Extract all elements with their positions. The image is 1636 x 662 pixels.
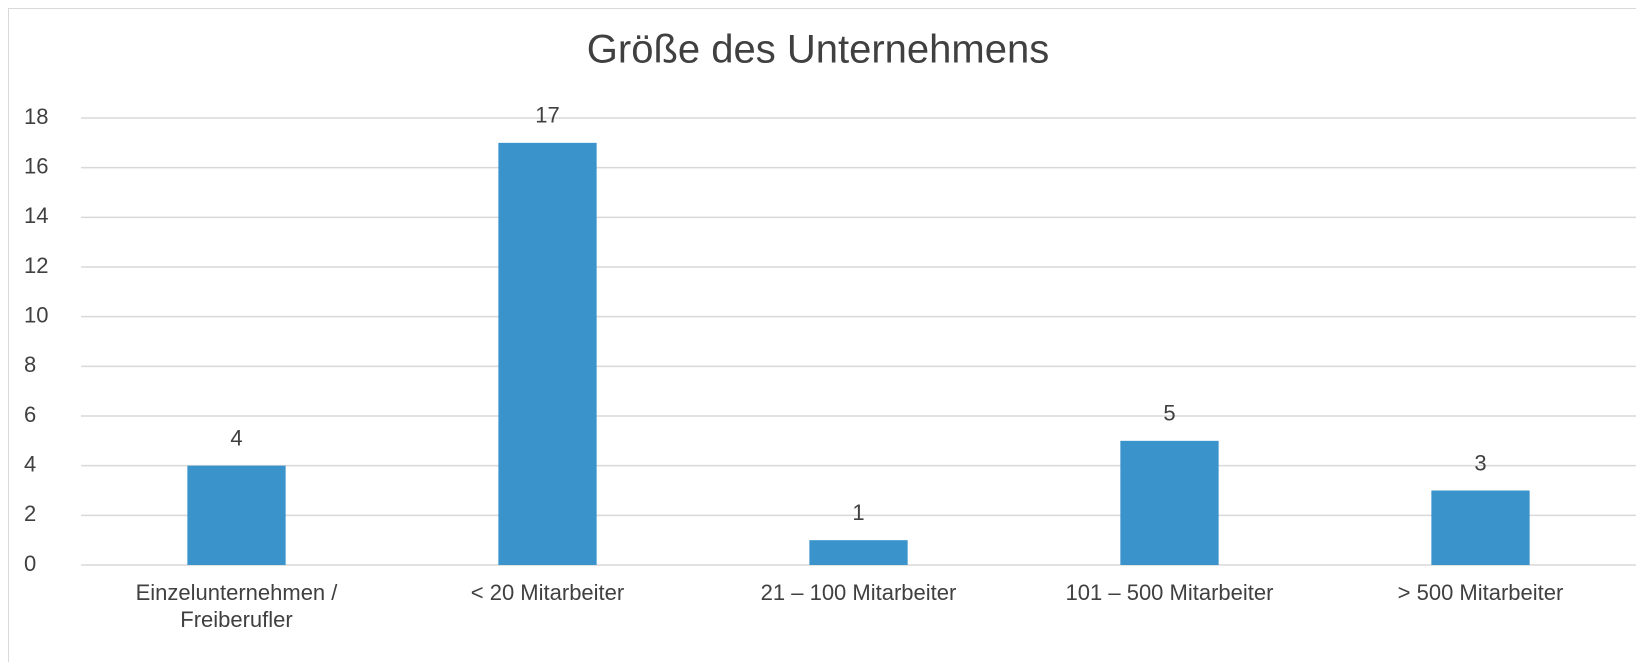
y-tick-label: 6: [24, 402, 36, 427]
chart-frame: [8, 8, 1636, 662]
y-tick-label: 16: [24, 153, 48, 178]
bar: [1431, 490, 1530, 565]
data-label: 5: [1163, 401, 1175, 426]
data-label: 3: [1474, 450, 1486, 475]
bar: [1120, 440, 1219, 565]
data-label: 17: [535, 103, 559, 128]
data-label: 1: [852, 500, 864, 525]
x-tick-label: < 20 Mitarbeiter: [470, 580, 625, 605]
bar: [809, 540, 908, 565]
chart-title: Größe des Unternehmens: [587, 28, 1049, 72]
x-tick-label: 101 – 500 Mitarbeiter: [1065, 580, 1274, 605]
bar: [498, 142, 597, 566]
y-tick-label: 8: [24, 352, 36, 377]
data-label: 4: [230, 425, 242, 450]
y-tick-label: 12: [24, 253, 48, 278]
x-tick-label: > 500 Mitarbeiter: [1397, 580, 1564, 605]
x-tick-label: 21 – 100 Mitarbeiter: [760, 580, 957, 605]
y-tick-label: 10: [24, 302, 48, 327]
y-tick-label: 18: [24, 104, 48, 129]
y-tick-label: 4: [24, 451, 36, 476]
y-tick-label: 2: [24, 501, 36, 526]
y-tick-label: 14: [24, 203, 48, 228]
y-tick-label: 0: [24, 551, 36, 576]
bar: [187, 465, 286, 565]
x-tick-label: Einzelunternehmen / Freiberufler: [135, 580, 338, 632]
